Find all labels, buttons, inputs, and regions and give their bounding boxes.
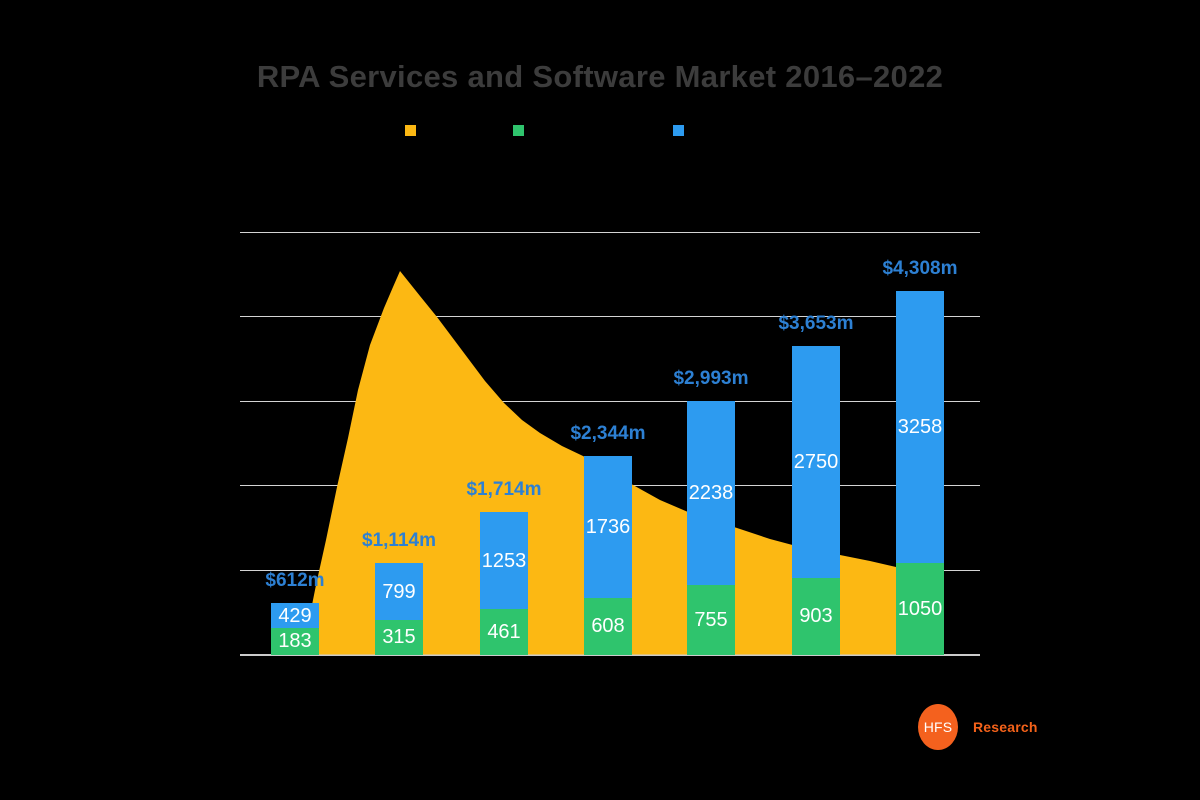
gridline: [240, 400, 980, 402]
blue-segment-value: 799: [382, 580, 416, 603]
bar-total-label: $4,308m: [882, 258, 958, 279]
gridline: [240, 231, 980, 233]
x-axis-year-label: 2021: [800, 662, 832, 679]
hfs-logo-text: HFS: [923, 719, 953, 735]
legend-swatch-green: [513, 125, 524, 136]
green-segment: 1050: [896, 563, 944, 655]
blue-segment: 1253: [480, 512, 528, 609]
green-segment-value: 608: [591, 615, 625, 638]
legend-swatch-blue: [673, 125, 684, 136]
bar-total-label: $1,714m: [466, 479, 542, 500]
green-segment-value: 461: [487, 620, 521, 643]
green-segment: 315: [375, 620, 423, 655]
blue-segment-value: 429: [278, 604, 312, 627]
stacked-bar: 3258 1050: [896, 291, 944, 655]
bar-total-label: $612m: [265, 570, 325, 591]
green-segment-value: 755: [694, 608, 728, 631]
green-segment-value: 1050: [897, 597, 943, 620]
bar-total-label: $2,344m: [570, 423, 646, 444]
blue-segment-value: 2238: [688, 482, 734, 504]
stacked-bar: 2750 903: [792, 346, 840, 655]
x-axis-year-label: 2017: [383, 662, 415, 679]
green-segment: 461: [480, 609, 528, 655]
green-segment: 183: [271, 628, 319, 655]
green-segment: 903: [792, 578, 840, 655]
gridline: [240, 316, 980, 317]
green-segment: 608: [584, 598, 632, 655]
green-segment: 755: [687, 585, 735, 655]
hfs-logo-circle: HFS: [918, 704, 958, 750]
green-segment-value: 315: [382, 626, 416, 649]
blue-segment: 2750: [792, 346, 840, 578]
x-axis-year-label: 2018: [488, 662, 520, 679]
x-axis-year-label: 2019: [592, 662, 624, 679]
blue-segment: 429: [271, 603, 319, 628]
x-axis-year-label: 2020: [695, 662, 727, 679]
bar-total-label: $2,993m: [673, 368, 749, 389]
blue-segment-value: 2750: [793, 451, 839, 473]
blue-segment-value: 1736: [585, 516, 631, 538]
blue-segment-value: 1253: [481, 549, 527, 572]
stacked-bar: 2238 755: [687, 401, 735, 655]
legend-swatch-yellow: [405, 125, 416, 136]
bar-total-label: $3,653m: [778, 313, 854, 334]
blue-segment: 799: [375, 563, 423, 620]
blue-segment: 1736: [584, 456, 632, 598]
bar-total-label: $1,114m: [362, 530, 436, 551]
hfs-research-logo: HFS Research: [918, 704, 1038, 750]
stacked-bar: 1736 608: [584, 456, 632, 655]
stacked-bar: 1253 461: [480, 512, 528, 655]
stacked-bar: 429 183: [271, 603, 319, 655]
green-segment-value: 903: [799, 605, 833, 628]
x-axis-year-label: 2022: [904, 662, 936, 679]
growth-area-shape: [303, 271, 943, 655]
blue-segment: 2238: [687, 401, 735, 585]
green-segment-value: 183: [278, 630, 312, 653]
chart-title: RPA Services and Software Market 2016–20…: [256, 59, 944, 94]
stacked-bar: 799 315: [375, 563, 423, 655]
blue-segment-value: 3258: [897, 416, 943, 438]
hfs-logo-research-label: Research: [973, 719, 1038, 735]
x-axis-year-label: 2016: [279, 662, 311, 679]
blue-segment: 3258: [896, 291, 944, 563]
